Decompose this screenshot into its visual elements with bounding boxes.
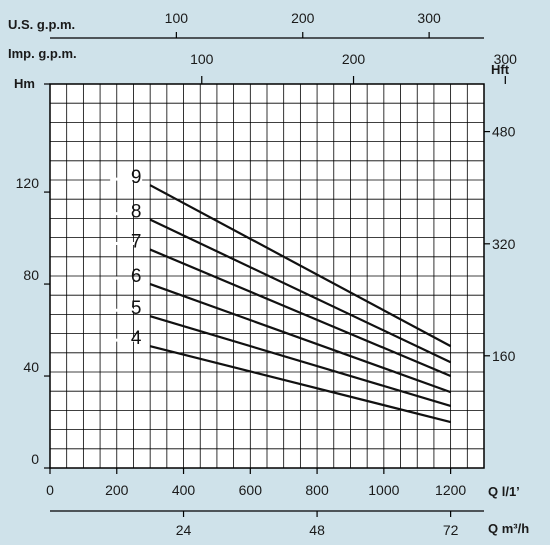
x-tick-label: 400 (172, 482, 196, 498)
bottom-primary-axis-label: Q l/1’ (488, 484, 520, 499)
x-tick-label: 1000 (368, 482, 399, 498)
imp-gpm-tick-label: 300 (494, 51, 518, 67)
curve-label-5: 5 (131, 298, 142, 319)
x-tick-label: 200 (105, 482, 129, 498)
curve-label-8: 8 (131, 202, 142, 223)
y-tick-label: 40 (23, 359, 39, 375)
imp-gpm-tick-label: 200 (342, 51, 366, 67)
pump-curve-4 (149, 345, 451, 424)
x-tick-label: 0 (46, 482, 54, 498)
y-tick-label: 0 (31, 451, 39, 467)
imp-gpm-tick-label: 100 (190, 51, 214, 67)
right-y-axis-label: Hft (491, 62, 510, 77)
top-imp-axis-label: Imp. g.p.m. (8, 46, 77, 61)
plot-border (49, 83, 485, 469)
right-y-tick-label: 480 (492, 124, 516, 140)
secondary-x-tick-label: 24 (176, 522, 192, 538)
x-tick-label: 1200 (435, 482, 466, 498)
us-gpm-tick-label: 300 (417, 10, 441, 26)
x-tick-label: 600 (239, 482, 263, 498)
curve-label-6: 6 (131, 266, 142, 287)
secondary-x-tick-label: 72 (443, 522, 459, 538)
pump-curve-6 (149, 283, 451, 394)
pump-curve-5 (149, 315, 451, 407)
y-tick-label: 120 (16, 175, 40, 191)
x-tick-label: 800 (305, 482, 329, 498)
curve-label-7: 7 (131, 232, 142, 253)
secondary-x-tick-label: 48 (309, 522, 325, 538)
grid (50, 84, 484, 468)
right-y-tick-label: 160 (492, 348, 516, 364)
us-gpm-tick-label: 200 (291, 10, 315, 26)
left-y-axis-label: Hm (14, 76, 35, 91)
us-gpm-tick-label: 100 (165, 10, 189, 26)
top-us-axis-label: U.S. g.p.m. (8, 17, 75, 32)
pump-curve-9 (149, 184, 452, 348)
y-tick-label: 80 (23, 267, 39, 283)
curve-label-9: 9 (131, 167, 142, 188)
pump-curve-7 (149, 248, 452, 378)
bottom-secondary-axis-label: Q m³/h (488, 521, 529, 536)
pump-curve-8 (149, 218, 452, 364)
series-group: 4 5 6 7 8 9 (110, 167, 452, 424)
right-y-tick-label: 320 (492, 236, 516, 252)
curve-label-4: 4 (131, 328, 142, 349)
